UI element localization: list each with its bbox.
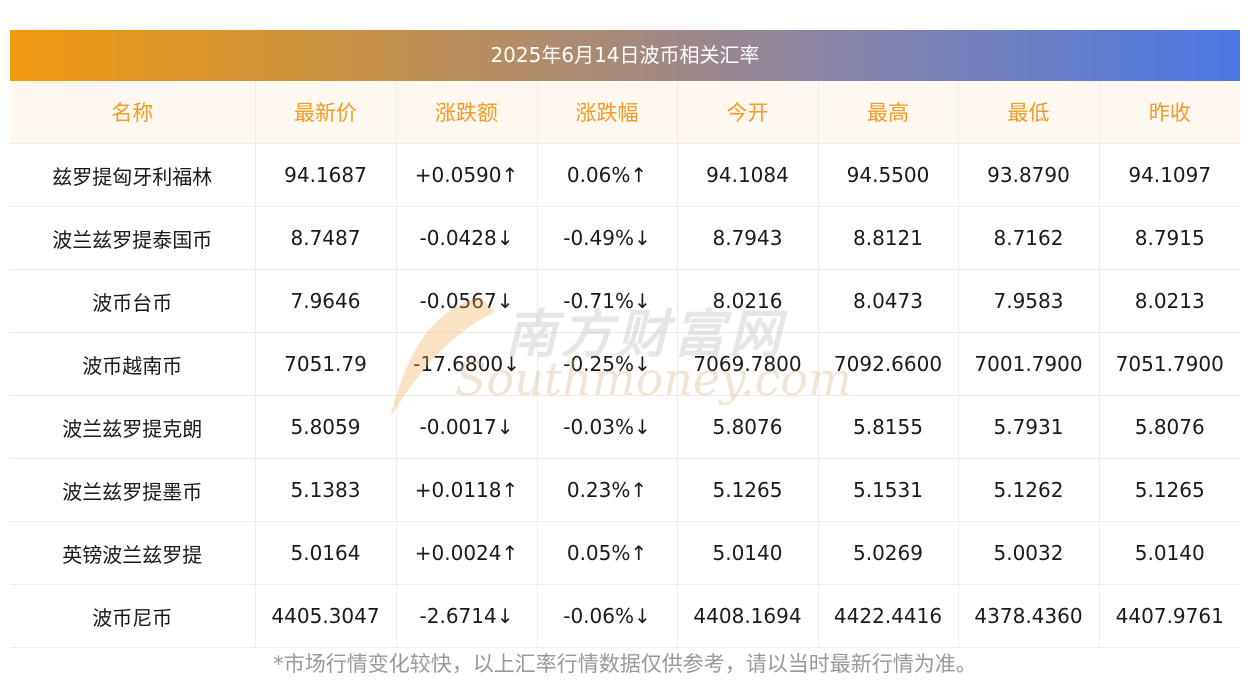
cell-name: 波兰兹罗提墨币 <box>10 458 256 522</box>
table-row: 波币台币 7.9646 -0.0567↓ -0.71%↓ 8.0216 8.0473 7.9… <box>10 269 1240 333</box>
cell-name: 波币台币 <box>10 269 256 333</box>
cell-open: 8.7943 <box>677 206 819 270</box>
cell-change-pct: -0.06%↓ <box>537 584 678 648</box>
cell-latest: 5.8059 <box>255 395 397 459</box>
cell-low: 5.1262 <box>958 458 1100 522</box>
disclaimer-footnote: *市场行情变化较快，以上汇率行情数据仅供参考，请以当时最新行情为准。 <box>273 652 977 676</box>
cell-name: 波币尼币 <box>10 584 256 648</box>
cell-high: 8.8121 <box>818 206 959 270</box>
cell-change: +0.0590↑ <box>396 143 538 207</box>
cell-change-pct: 0.05%↑ <box>537 521 678 585</box>
cell-change: +0.0024↑ <box>396 521 538 585</box>
cell-change-pct: 0.06%↑ <box>537 143 678 207</box>
cell-latest: 7051.79 <box>255 332 397 396</box>
cell-low: 4378.4360 <box>958 584 1100 648</box>
cell-change: -0.0428↓ <box>396 206 538 270</box>
cell-latest: 8.7487 <box>255 206 397 270</box>
table-row: 波币尼币 4405.3047 -2.6714↓ -0.06%↓ 4408.1694 442… <box>10 584 1240 648</box>
cell-change: +0.0118↑ <box>396 458 538 522</box>
cell-open: 5.1265 <box>677 458 819 522</box>
column-header-open: 今开 <box>677 81 819 144</box>
cell-open: 5.0140 <box>677 521 819 585</box>
cell-low: 5.7931 <box>958 395 1100 459</box>
cell-latest: 5.0164 <box>255 521 397 585</box>
table-row: 波兰兹罗提泰国币 8.7487 -0.0428↓ -0.49%↓ 8.7943 8.812… <box>10 206 1240 270</box>
cell-prev-close: 8.0213 <box>1099 269 1240 333</box>
column-header-low: 最低 <box>958 81 1100 144</box>
cell-prev-close: 7051.7900 <box>1099 332 1240 396</box>
cell-open: 4408.1694 <box>677 584 819 648</box>
column-header-name: 名称 <box>10 81 256 144</box>
column-header-prev-close: 昨收 <box>1099 81 1240 144</box>
cell-high: 5.0269 <box>818 521 959 585</box>
cell-high: 4422.4416 <box>818 584 959 648</box>
cell-open: 8.0216 <box>677 269 819 333</box>
cell-latest: 94.1687 <box>255 143 397 207</box>
cell-name: 波兰兹罗提泰国币 <box>10 206 256 270</box>
column-header-latest: 最新价 <box>255 81 397 144</box>
cell-prev-close: 4407.9761 <box>1099 584 1240 648</box>
cell-low: 7001.7900 <box>958 332 1100 396</box>
cell-low: 93.8790 <box>958 143 1100 207</box>
table-row: 波兰兹罗提墨币 5.1383 +0.0118↑ 0.23%↑ 5.1265 5.1531 5… <box>10 458 1240 522</box>
cell-change-pct: 0.23%↑ <box>537 458 678 522</box>
cell-high: 94.5500 <box>818 143 959 207</box>
cell-high: 5.8155 <box>818 395 959 459</box>
cell-change: -2.6714↓ <box>396 584 538 648</box>
cell-change-pct: -0.49%↓ <box>537 206 678 270</box>
cell-low: 8.7162 <box>958 206 1100 270</box>
cell-name: 波币越南币 <box>10 332 256 396</box>
cell-change: -17.6800↓ <box>396 332 538 396</box>
cell-name: 英镑波兰兹罗提 <box>10 521 256 585</box>
cell-latest: 5.1383 <box>255 458 397 522</box>
cell-name: 波兰兹罗提克朗 <box>10 395 256 459</box>
table-header-row: 名称 最新价 涨跌额 涨跌幅 今开 最高 最低 昨收 <box>10 81 1240 144</box>
cell-high: 5.1531 <box>818 458 959 522</box>
cell-open: 5.8076 <box>677 395 819 459</box>
cell-low: 5.0032 <box>958 521 1100 585</box>
cell-change-pct: -0.03%↓ <box>537 395 678 459</box>
cell-high: 8.0473 <box>818 269 959 333</box>
cell-open: 7069.7800 <box>677 332 819 396</box>
cell-prev-close: 8.7915 <box>1099 206 1240 270</box>
cell-change: -0.0567↓ <box>396 269 538 333</box>
cell-change: -0.0017↓ <box>396 395 538 459</box>
page-title: 2025年6月14日波币相关汇率 <box>10 30 1240 81</box>
cell-prev-close: 5.0140 <box>1099 521 1240 585</box>
table-row: 英镑波兰兹罗提 5.0164 +0.0024↑ 0.05%↑ 5.0140 5.0269 5… <box>10 521 1240 585</box>
cell-open: 94.1084 <box>677 143 819 207</box>
cell-change-pct: -0.25%↓ <box>537 332 678 396</box>
cell-prev-close: 5.1265 <box>1099 458 1240 522</box>
column-header-change: 涨跌额 <box>396 81 538 144</box>
cell-high: 7092.6600 <box>818 332 959 396</box>
table-row: 波币越南币 7051.79 -17.6800↓ -0.25%↓ 7069.7800 709… <box>10 332 1240 396</box>
column-header-high: 最高 <box>818 81 959 144</box>
column-header-change-pct: 涨跌幅 <box>537 81 678 144</box>
cell-low: 7.9583 <box>958 269 1100 333</box>
table-row: 波兰兹罗提克朗 5.8059 -0.0017↓ -0.03%↓ 5.8076 5.8155… <box>10 395 1240 459</box>
cell-latest: 7.9646 <box>255 269 397 333</box>
rates-table: 名称 最新价 涨跌额 涨跌幅 今开 最高 最低 昨收 兹罗提匈牙利福林 94.16… <box>10 81 1240 648</box>
cell-prev-close: 94.1097 <box>1099 143 1240 207</box>
cell-prev-close: 5.8076 <box>1099 395 1240 459</box>
table-row: 兹罗提匈牙利福林 94.1687 +0.0590↑ 0.06%↑ 94.1084 94.5… <box>10 143 1240 207</box>
cell-latest: 4405.3047 <box>255 584 397 648</box>
cell-name: 兹罗提匈牙利福林 <box>10 143 256 207</box>
cell-change-pct: -0.71%↓ <box>537 269 678 333</box>
